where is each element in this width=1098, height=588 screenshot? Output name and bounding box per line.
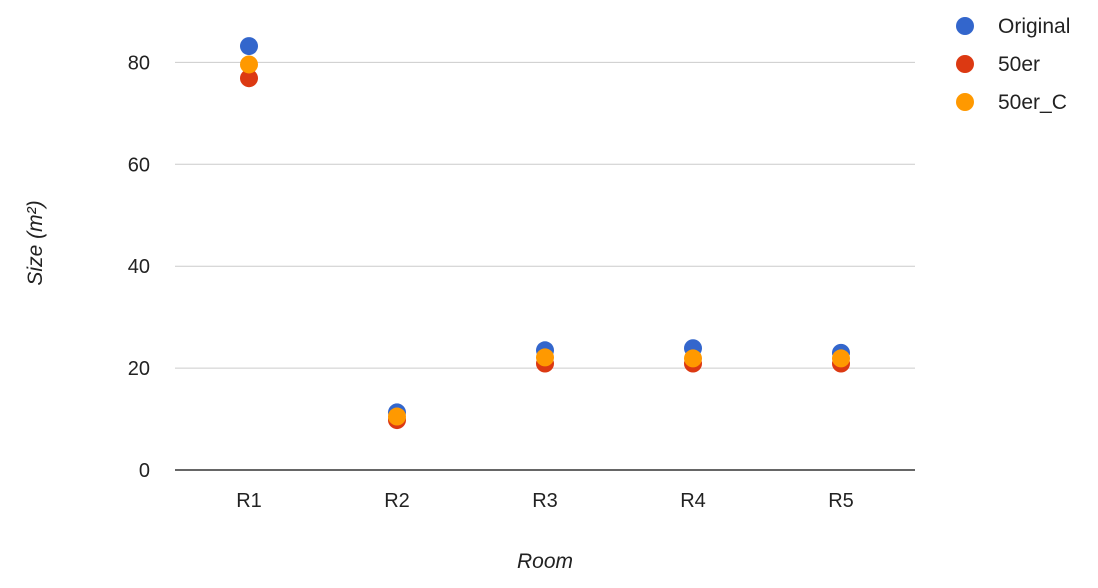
legend-label: Original — [998, 15, 1070, 38]
data-point-original — [240, 37, 258, 56]
y-axis-ticks: 0 20 40 60 80 — [128, 52, 150, 482]
legend-label: 50er_C — [998, 91, 1067, 114]
data-points — [240, 37, 850, 430]
data-point-50er-c — [684, 349, 702, 368]
legend-label: 50er — [998, 53, 1040, 76]
x-tick-label: R4 — [680, 490, 706, 512]
x-tick-label: R5 — [828, 490, 854, 512]
data-point-50er-c — [536, 348, 554, 367]
x-tick-label: R2 — [384, 490, 410, 512]
y-tick-label: 80 — [128, 52, 150, 74]
y-axis-title: Size (m²) — [24, 200, 47, 285]
legend-marker — [956, 17, 974, 35]
y-tick-label: 60 — [128, 154, 150, 176]
data-point-50er-c — [388, 407, 406, 426]
legend-marker — [956, 55, 974, 73]
x-axis-title: Room — [517, 550, 573, 573]
legend: Original 50er 50er_C — [956, 15, 1070, 114]
data-point-50er-c — [832, 349, 850, 368]
x-axis-ticks: R1 R2 R3 R4 R5 — [236, 490, 854, 512]
y-tick-label: 40 — [128, 256, 150, 278]
gridlines — [175, 61, 915, 471]
x-tick-label: R3 — [532, 490, 558, 512]
y-tick-label: 0 — [139, 460, 150, 482]
x-tick-label: R1 — [236, 490, 262, 512]
data-point-50er — [240, 69, 258, 88]
legend-marker — [956, 93, 974, 111]
y-tick-label: 20 — [128, 358, 150, 380]
data-point-50er-c — [240, 55, 258, 74]
